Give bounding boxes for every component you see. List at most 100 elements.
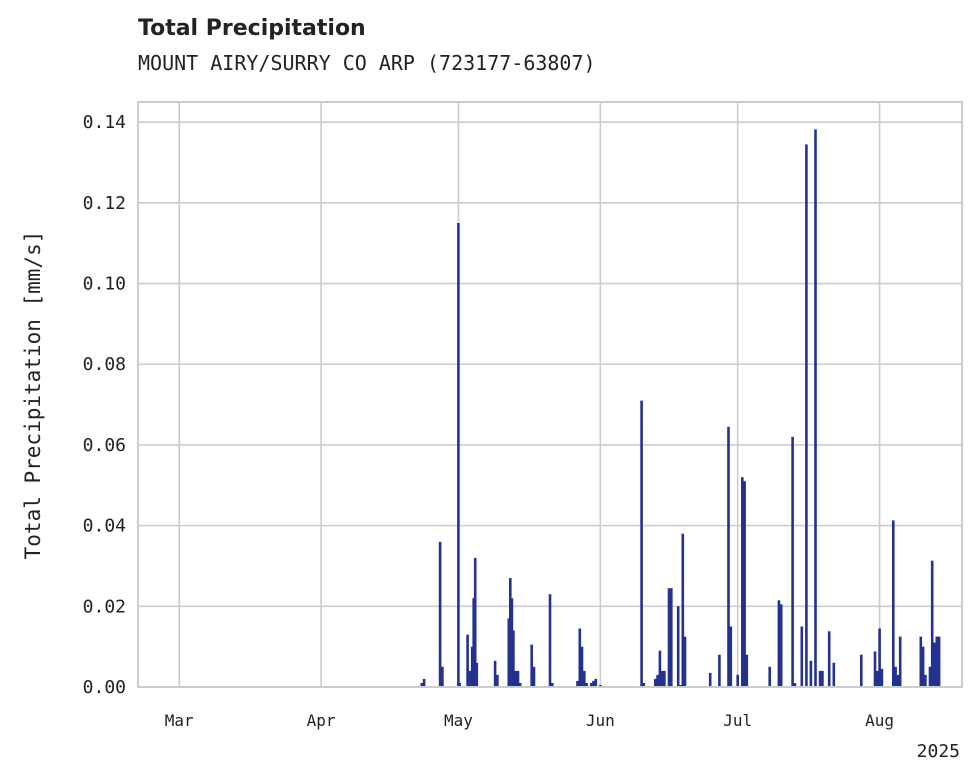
x-tick-label: Aug (865, 711, 894, 730)
x-tick-label: Apr (307, 711, 336, 730)
precipitation-bar (496, 674, 499, 687)
precipitation-bar (642, 683, 646, 687)
x-offset-label: 2025 (917, 741, 960, 762)
precipitation-bar (576, 680, 579, 687)
y-tick-label: 0.12 (83, 193, 126, 214)
chart-title: Total Precipitation (138, 16, 366, 41)
precipitation-bar (493, 660, 497, 687)
precipitation-bar (594, 678, 598, 687)
precipitation-bar (658, 650, 662, 687)
y-tick-label: 0.14 (83, 112, 126, 133)
precipitation-bar (578, 628, 582, 687)
precipitation-bar (589, 683, 593, 687)
y-axis-ticks: 0.00 0.02 0.04 0.06 0.08 0.10 0.12 0.14 (83, 112, 126, 698)
precipitation-bar (736, 674, 739, 687)
x-axis-ticks: Mar Apr May Jun Jul Aug (165, 711, 894, 730)
precipitation-bar (470, 646, 474, 687)
precipitation-bar (585, 683, 588, 687)
precipitation-bar (708, 672, 712, 687)
precipitation-bar (532, 666, 536, 687)
precipitation-bar (656, 674, 659, 687)
plot-frame (137, 101, 963, 688)
precipitation-bar (667, 588, 671, 687)
precipitation-bar (468, 670, 472, 687)
precipitation-bar (422, 678, 426, 687)
precipitation-bar (745, 654, 749, 687)
precipitation-bar (892, 520, 895, 687)
precipitation-bar (681, 533, 685, 687)
precipitation-bar (809, 660, 813, 687)
precipitation-bar (583, 670, 586, 687)
precipitation-bar (676, 606, 680, 687)
precipitation-bar (878, 628, 881, 687)
precipitation-bar (475, 662, 479, 687)
precipitation-bar (718, 654, 721, 687)
precipitation-bar (919, 636, 923, 687)
x-tick-label: Jun (586, 711, 615, 730)
precipitation-bar (592, 680, 595, 687)
precipitation-bar (420, 683, 424, 687)
precipitation-bar (509, 578, 512, 687)
precipitation-bar (670, 588, 673, 687)
y-tick-label: 0.06 (83, 435, 126, 456)
precipitation-bar (654, 678, 657, 687)
precipitation-bar (663, 670, 666, 687)
precipitation-bar (660, 670, 664, 687)
precipitation-bar (466, 634, 469, 687)
precipitation-bar (518, 683, 522, 687)
precipitation-bar (894, 666, 897, 687)
precipitation-bar (514, 670, 517, 687)
precipitation-bar (935, 636, 939, 687)
precipitation-bar (580, 646, 584, 687)
precipitation-bar (530, 644, 533, 687)
precipitation-bar (729, 626, 733, 687)
precipitation-bar (924, 674, 927, 687)
precipitation-bar (937, 636, 941, 687)
precipitation-bar (548, 594, 552, 687)
precipitation-bar (457, 223, 460, 687)
precipitation-bar (741, 477, 744, 687)
precipitation-bar (873, 651, 877, 687)
precipitation-bar (928, 666, 932, 687)
y-axis-label: Total Precipitation [mm/s] (21, 231, 45, 560)
precipitation-bar (880, 668, 884, 687)
y-tick-label: 0.00 (83, 677, 126, 698)
y-tick-label: 0.02 (83, 596, 126, 617)
precipitation-bar (438, 541, 442, 687)
precipitation-bar (921, 646, 925, 687)
precipitation-bar (814, 129, 817, 687)
x-tick-label: May (444, 711, 473, 730)
x-tick-label: Mar (165, 711, 194, 730)
precipitation-bar (473, 557, 477, 687)
y-tick-label: 0.04 (83, 516, 126, 537)
precipitation-bar (930, 560, 934, 687)
precipitation-bar (512, 630, 515, 687)
precipitation-bar (821, 670, 824, 687)
precipitation-bar (441, 666, 444, 687)
precipitation-bar (458, 683, 461, 687)
precipitation-bar (777, 600, 781, 687)
x-tick-label: Jul (723, 711, 752, 730)
precipitation-bar (818, 670, 822, 687)
precipitation-bar (507, 618, 511, 687)
precipitation-bar (805, 144, 808, 687)
precipitation-bar (898, 636, 902, 687)
precipitation-bar (876, 670, 879, 687)
precipitation-bar (510, 598, 514, 687)
precipitation-bar (933, 642, 936, 687)
y-tick-label: 0.08 (83, 354, 126, 375)
precipitation-bar (832, 662, 836, 687)
precipitation-bar (683, 636, 687, 687)
precipitation-bar (800, 626, 804, 687)
precipitation-bar (779, 604, 783, 687)
precipitation-bar (516, 670, 520, 687)
precipitation-bar (768, 666, 771, 687)
precipitation-bar (640, 400, 643, 687)
precipitation-bar (860, 654, 863, 687)
precipitation-bar (793, 683, 797, 687)
chart-subtitle: MOUNT AIRY/SURRY CO ARP (723177-63807) (138, 51, 596, 75)
precipitation-bar (727, 426, 730, 687)
precipitation-bar (827, 631, 831, 687)
precipitation-bar (791, 436, 794, 687)
